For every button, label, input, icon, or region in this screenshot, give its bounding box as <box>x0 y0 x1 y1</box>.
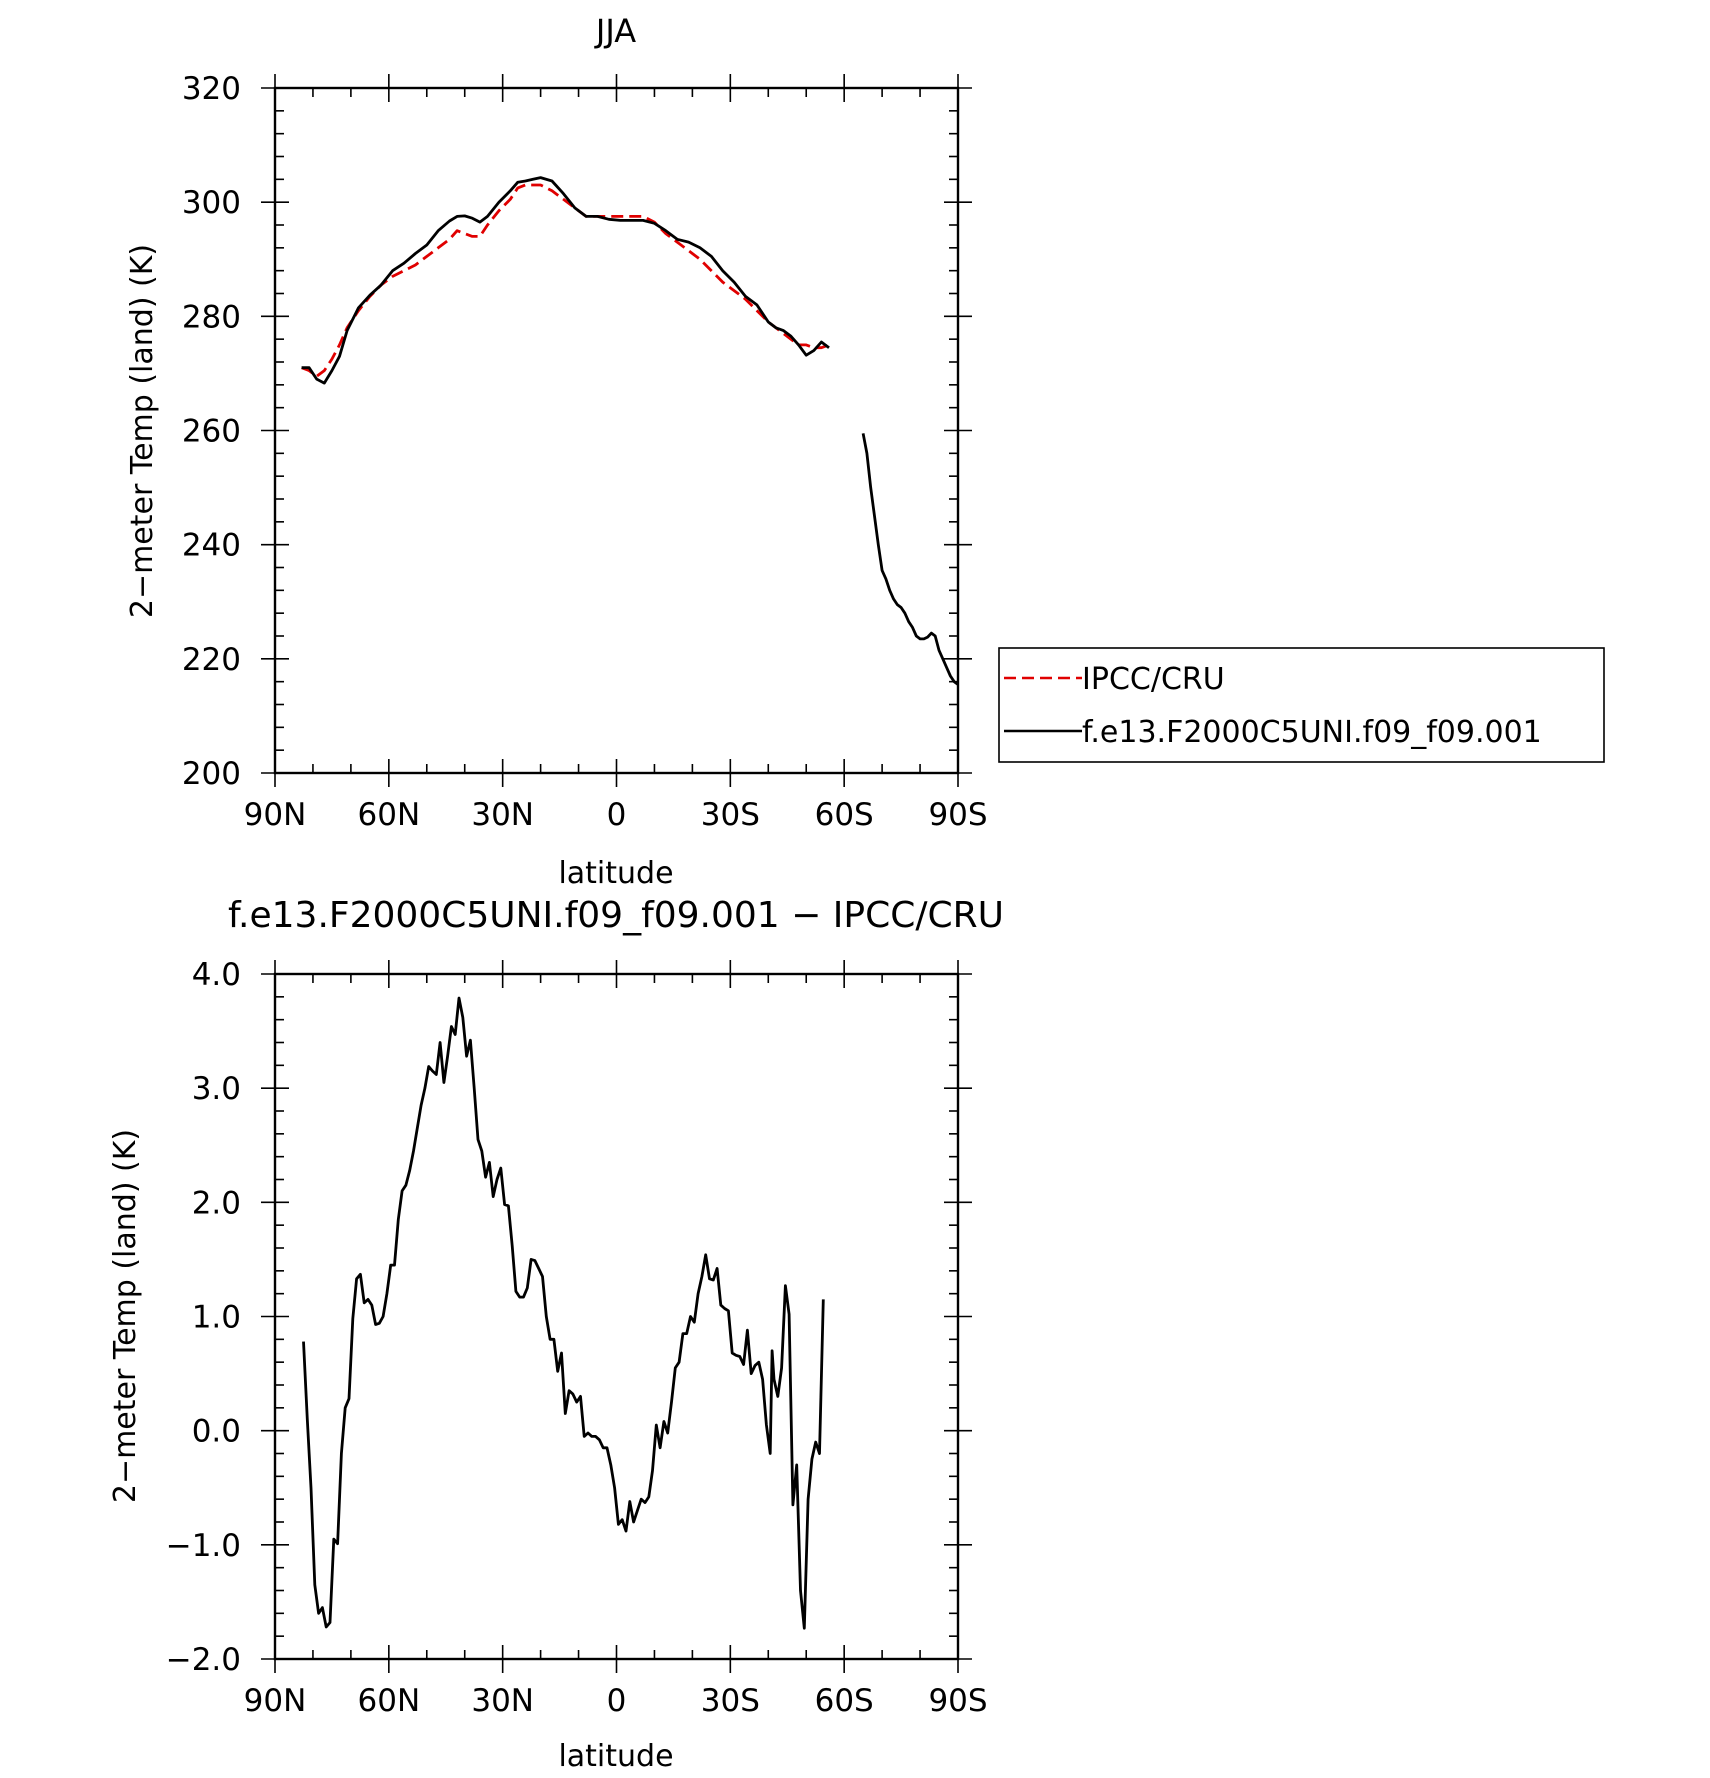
top-ytick-label: 280 <box>182 299 241 335</box>
top-xtick-label: 0 <box>607 797 627 833</box>
top-series-line-1 <box>301 176 959 686</box>
bottom-ytick-label: −2.0 <box>166 1642 241 1678</box>
bottom-panel: f.e13.F2000C5UNI.f09_f09.001 − IPCC/CRU … <box>108 895 1004 1774</box>
bottom-series-line-0 <box>302 996 825 1630</box>
bottom-plot-frame <box>273 972 960 1661</box>
top-ytick-label: 220 <box>182 642 241 678</box>
top-ytick-label: 240 <box>182 528 241 564</box>
top-y-axis-label: 2−meter Temp (land) (K) <box>125 244 160 618</box>
bottom-xtick-label: 60S <box>815 1683 874 1719</box>
top-xtick-label: 90S <box>928 797 987 833</box>
bottom-xtick-label: 90N <box>244 1683 307 1719</box>
bottom-y-tick-labels: −2.0 −1.0 0.0 1.0 2.0 3.0 4.0 <box>166 957 241 1678</box>
legend-box <box>998 647 1605 763</box>
bottom-xtick-label: 30S <box>701 1683 760 1719</box>
bottom-series <box>302 996 825 1630</box>
bottom-ytick-label: 1.0 <box>192 1300 241 1336</box>
bottom-ticks <box>261 960 972 1673</box>
top-xtick-label: 60S <box>815 797 874 833</box>
top-panel: JJA 2−meter Temp (land) (K) latitude 200… <box>125 12 988 891</box>
bottom-ytick-label: 4.0 <box>192 957 241 993</box>
top-plot-frame <box>273 86 960 775</box>
bottom-ytick-label: 2.0 <box>192 1185 241 1221</box>
top-ytick-label: 320 <box>182 71 241 107</box>
bottom-x-axis-label: latitude <box>558 1739 673 1773</box>
top-ytick-label: 260 <box>182 414 241 450</box>
top-x-tick-labels: 90N 60N 30N 0 30S 60S 90S <box>244 797 988 833</box>
top-xtick-label: 30S <box>701 797 760 833</box>
top-series <box>301 176 959 686</box>
top-y-tick-labels: 200 220 240 260 280 300 320 <box>182 71 241 792</box>
top-xtick-label: 90N <box>244 797 307 833</box>
legend-label-model: f.e13.F2000C5UNI.f09_f09.001 <box>1082 715 1542 750</box>
bottom-ytick-label: 3.0 <box>192 1071 241 1107</box>
top-chart-title: JJA <box>594 12 636 50</box>
legend: IPCC/CRU f.e13.F2000C5UNI.f09_f09.001 <box>998 647 1605 763</box>
bottom-y-axis-label: 2−meter Temp (land) (K) <box>108 1129 143 1503</box>
top-series-line-0 <box>301 183 830 378</box>
top-xtick-label: 60N <box>358 797 421 833</box>
bottom-xtick-label: 30N <box>471 1683 534 1719</box>
top-ytick-label: 300 <box>182 185 241 221</box>
top-ticks <box>261 74 972 787</box>
bottom-x-tick-labels: 90N 60N 30N 0 30S 60S 90S <box>244 1683 988 1719</box>
top-x-axis-label: latitude <box>558 856 673 891</box>
bottom-xtick-label: 0 <box>607 1683 627 1719</box>
legend-label-ipcc-cru: IPCC/CRU <box>1082 662 1225 697</box>
bottom-xtick-label: 60N <box>358 1683 421 1719</box>
bottom-xtick-label: 90S <box>928 1683 987 1719</box>
bottom-ytick-label: −1.0 <box>166 1528 241 1564</box>
bottom-ytick-label: 0.0 <box>192 1414 241 1450</box>
top-ytick-label: 200 <box>182 756 241 792</box>
top-xtick-label: 30N <box>471 797 534 833</box>
bottom-chart-title: f.e13.F2000C5UNI.f09_f09.001 − IPCC/CRU <box>228 895 1004 936</box>
